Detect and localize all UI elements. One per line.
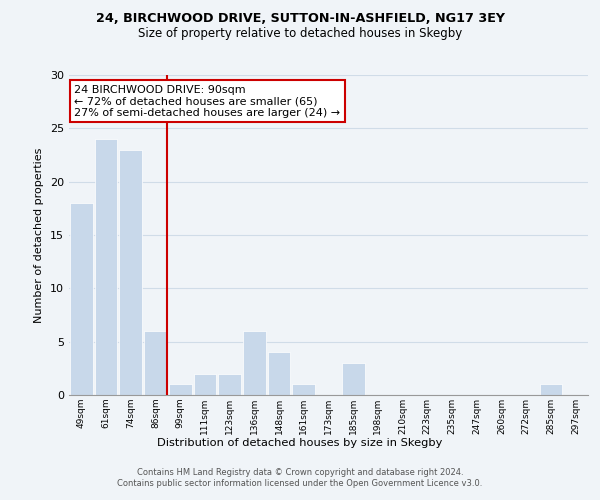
Bar xyxy=(169,384,191,395)
Bar xyxy=(70,203,93,395)
Bar xyxy=(342,363,365,395)
Bar xyxy=(119,150,142,395)
Text: 24, BIRCHWOOD DRIVE, SUTTON-IN-ASHFIELD, NG17 3EY: 24, BIRCHWOOD DRIVE, SUTTON-IN-ASHFIELD,… xyxy=(95,12,505,26)
Bar xyxy=(95,139,118,395)
Text: 24 BIRCHWOOD DRIVE: 90sqm
← 72% of detached houses are smaller (65)
27% of semi-: 24 BIRCHWOOD DRIVE: 90sqm ← 72% of detac… xyxy=(74,84,340,118)
Bar xyxy=(218,374,241,395)
Text: Distribution of detached houses by size in Skegby: Distribution of detached houses by size … xyxy=(157,438,443,448)
Bar xyxy=(292,384,315,395)
Text: Size of property relative to detached houses in Skegby: Size of property relative to detached ho… xyxy=(138,28,462,40)
Bar xyxy=(268,352,290,395)
Bar xyxy=(539,384,562,395)
Bar xyxy=(243,331,266,395)
Bar xyxy=(194,374,216,395)
Text: Contains HM Land Registry data © Crown copyright and database right 2024.
Contai: Contains HM Land Registry data © Crown c… xyxy=(118,468,482,487)
Y-axis label: Number of detached properties: Number of detached properties xyxy=(34,148,44,322)
Bar xyxy=(144,331,167,395)
